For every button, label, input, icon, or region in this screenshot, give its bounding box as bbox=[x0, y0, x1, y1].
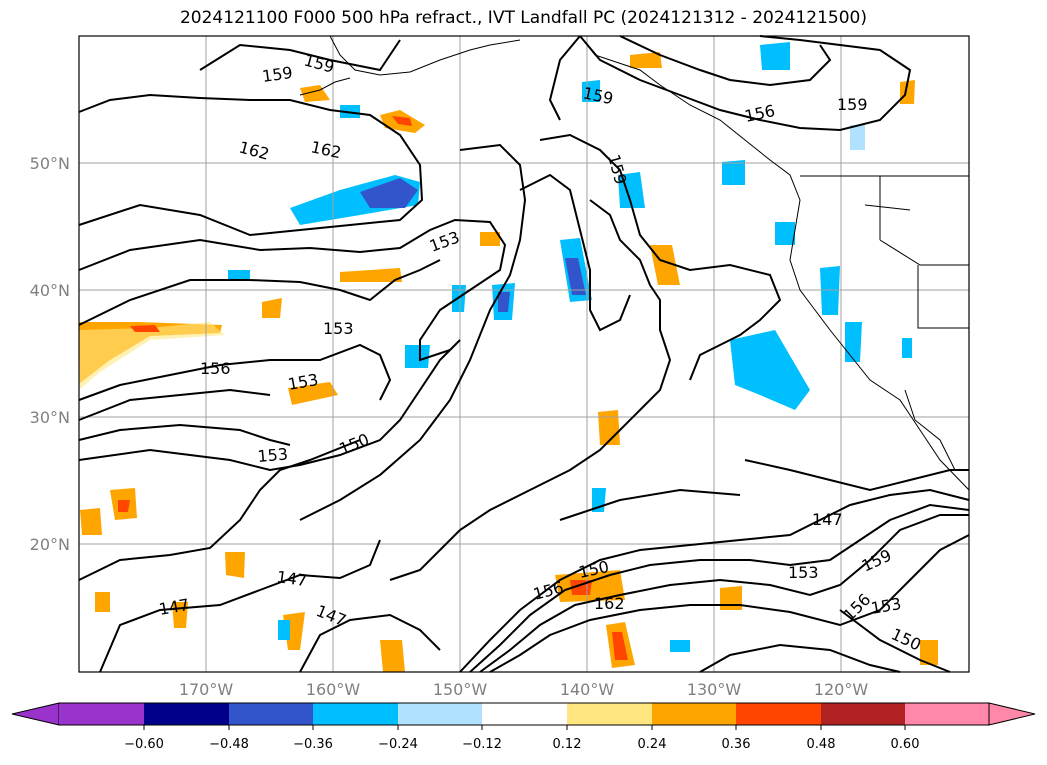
lon-label: 130°W bbox=[687, 680, 742, 699]
pos-shade bbox=[95, 592, 110, 612]
neg-shade bbox=[722, 160, 745, 185]
neg-shade bbox=[228, 270, 250, 280]
lon-label: 140°W bbox=[560, 680, 615, 699]
colorbar-tick-label: 0.48 bbox=[807, 737, 836, 752]
lon-label: 160°W bbox=[306, 680, 361, 699]
pos-shade bbox=[900, 80, 915, 104]
pos-shade bbox=[480, 232, 500, 246]
lat-label: 30°N bbox=[30, 408, 70, 427]
colorbar-tick-label: 0.24 bbox=[638, 737, 667, 752]
coastlines bbox=[299, 35, 970, 491]
contour-label: 156 bbox=[200, 359, 231, 378]
pos-shade bbox=[650, 245, 680, 285]
contour-label: 153 bbox=[257, 444, 289, 466]
lat-axis-labels: 50°N 40°N 30°N 20°N bbox=[30, 154, 70, 554]
pos-shade bbox=[118, 500, 130, 512]
colorbar-extend-left bbox=[11, 702, 60, 726]
pos-shade bbox=[79, 322, 225, 390]
contours bbox=[78, 35, 970, 673]
colorbar-swatch bbox=[229, 703, 313, 725]
map-frame bbox=[78, 35, 970, 673]
colorbar: −0.60 −0.48 −0.36 −0.24 −0.12 0.12 0.24 … bbox=[11, 702, 1036, 752]
colorbar-swatch bbox=[567, 703, 652, 725]
pos-shade bbox=[340, 268, 402, 282]
shading-layer bbox=[79, 42, 938, 672]
colorbar-swatch bbox=[313, 703, 398, 725]
colorbar-swatch bbox=[905, 703, 989, 725]
contour-label: 153 bbox=[323, 319, 354, 338]
pos-shade bbox=[225, 552, 245, 578]
colorbar-tick-label: −0.60 bbox=[124, 737, 164, 752]
colorbar-extend-right bbox=[988, 702, 1036, 726]
colorbar-swatch bbox=[652, 703, 736, 725]
contour-label: 153 bbox=[788, 563, 819, 582]
pos-shade bbox=[630, 52, 662, 68]
colorbar-swatch bbox=[398, 703, 482, 725]
contour-label: 147 bbox=[275, 567, 308, 590]
colorbar-tick-label: −0.48 bbox=[209, 737, 249, 752]
colorbar-swatch bbox=[59, 703, 144, 725]
pos-shade bbox=[720, 586, 742, 610]
pos-shade bbox=[920, 640, 938, 665]
lat-label: 50°N bbox=[30, 154, 70, 173]
lon-axis-labels: 170°W 160°W 150°W 140°W 130°W 120°W bbox=[179, 680, 869, 699]
lon-label: 120°W bbox=[814, 680, 869, 699]
neg-shade bbox=[902, 338, 912, 358]
lon-label: 150°W bbox=[433, 680, 488, 699]
neg-shade bbox=[565, 258, 586, 295]
colorbar-swatch bbox=[144, 703, 229, 725]
neg-shade bbox=[775, 222, 795, 245]
map-background bbox=[79, 36, 969, 672]
colorbar-tick-label: 0.60 bbox=[891, 737, 920, 752]
colorbar-tick-label: 0.36 bbox=[722, 737, 751, 752]
pos-shade bbox=[130, 325, 160, 332]
neg-shade bbox=[670, 640, 690, 652]
colorbar-swatch bbox=[482, 703, 567, 725]
pos-shade bbox=[392, 116, 412, 126]
contour-label: 147 bbox=[812, 510, 843, 529]
colorbar-tick-label: −0.24 bbox=[378, 737, 418, 752]
lat-label: 20°N bbox=[30, 535, 70, 554]
neg-shade bbox=[405, 345, 430, 368]
neg-shade bbox=[360, 178, 418, 208]
colorbar-swatch bbox=[736, 703, 821, 725]
pos-shade bbox=[80, 508, 102, 535]
pos-shade bbox=[300, 85, 330, 102]
lon-label: 170°W bbox=[179, 680, 234, 699]
pos-shade bbox=[612, 632, 628, 660]
lat-label: 40°N bbox=[30, 281, 70, 300]
colorbar-tick-label: −0.36 bbox=[293, 737, 333, 752]
contour-label: 162 bbox=[594, 594, 625, 613]
neg-shade bbox=[498, 292, 510, 312]
colorbar-tick-label: −0.12 bbox=[462, 737, 502, 752]
map-title: 2024121100 F000 500 hPa refract., IVT La… bbox=[179, 8, 867, 28]
neg-shade bbox=[618, 172, 645, 208]
colorbar-tick-label: 0.12 bbox=[553, 737, 582, 752]
contour-label: 159 bbox=[261, 63, 294, 86]
colorbar-swatch bbox=[821, 703, 905, 725]
pos-shade bbox=[380, 640, 405, 672]
contour-label: 159 bbox=[837, 95, 868, 114]
pos-shade bbox=[288, 382, 338, 405]
neg-shade bbox=[760, 42, 790, 70]
neg-shade bbox=[850, 125, 865, 150]
neg-shade bbox=[730, 330, 810, 410]
neg-shade bbox=[278, 620, 290, 640]
pos-shade bbox=[262, 298, 282, 318]
neg-shade bbox=[845, 322, 862, 362]
